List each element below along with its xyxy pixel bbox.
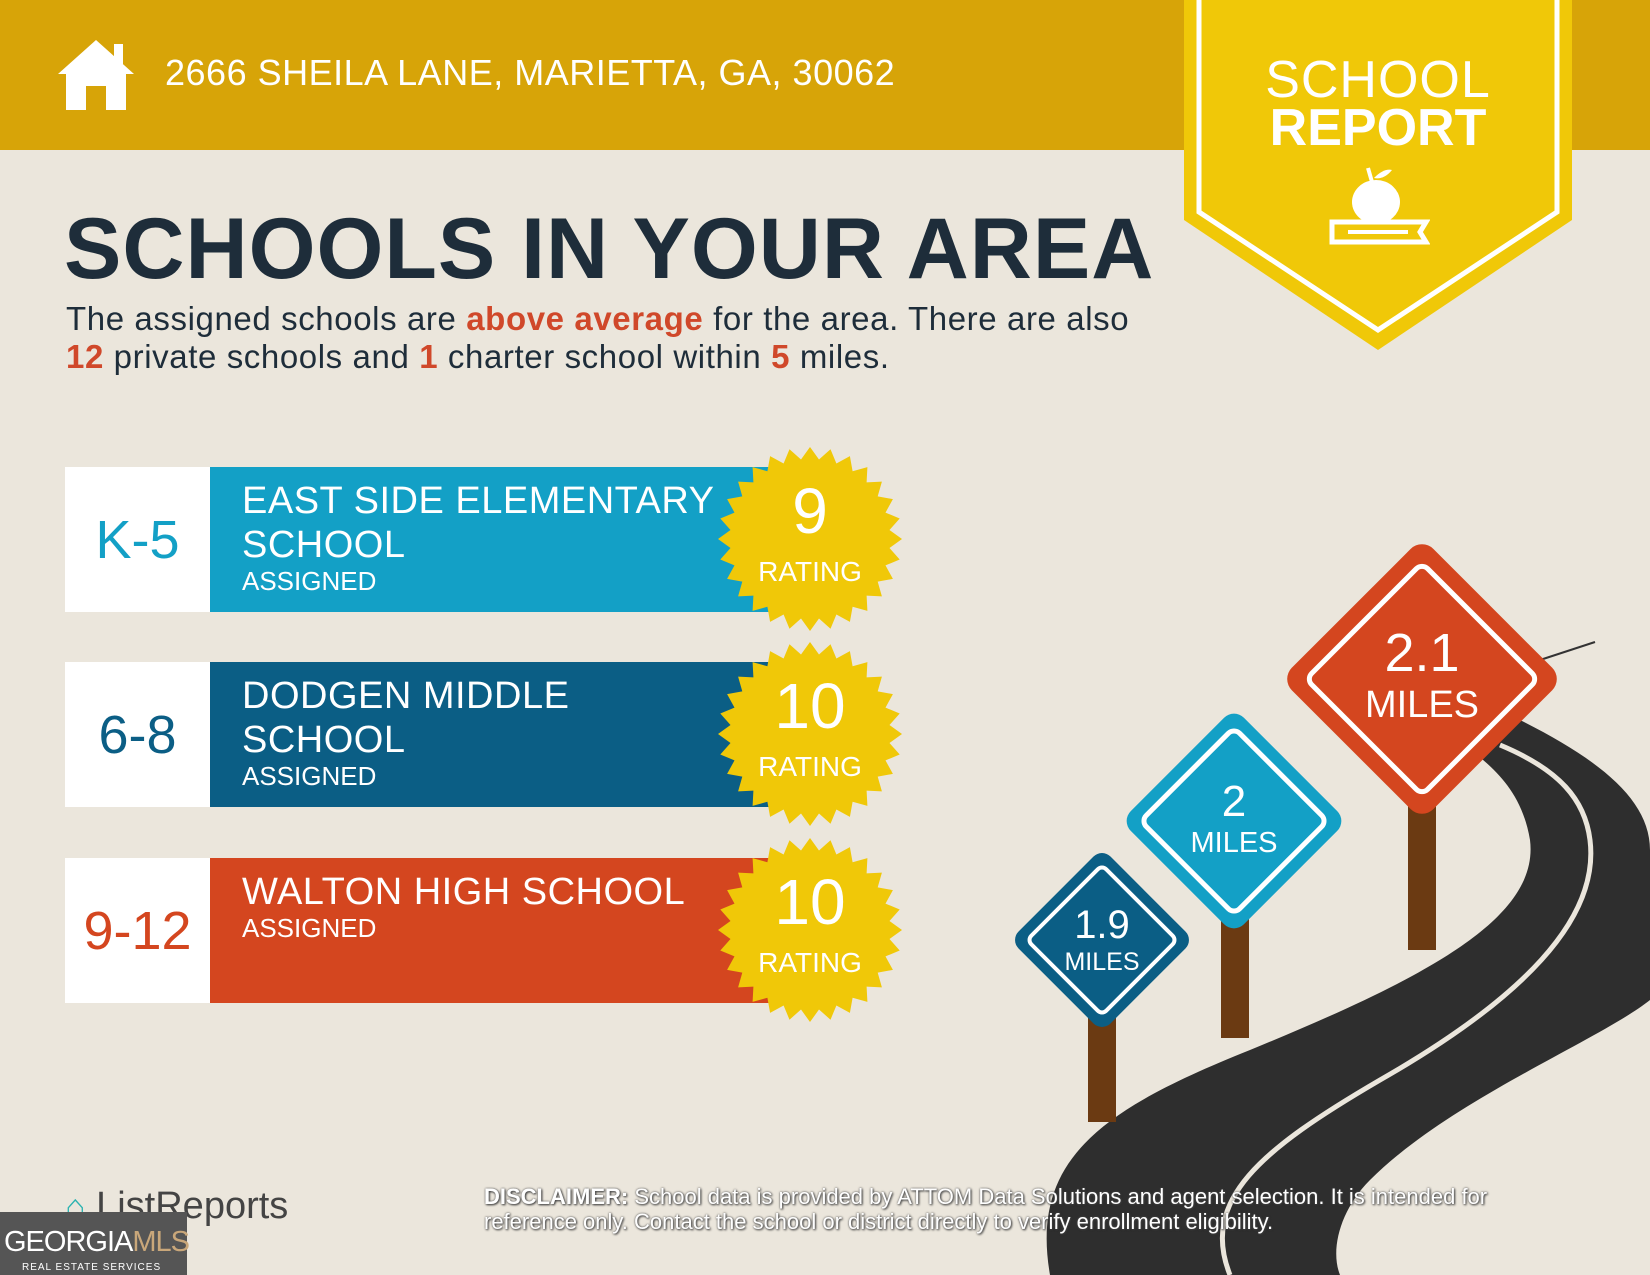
rating-seal: 10 RATING — [715, 835, 905, 1025]
school-status: ASSIGNED — [242, 761, 377, 791]
rating-label: RATING — [758, 947, 862, 978]
apple-on-book-icon — [1329, 167, 1430, 245]
rating-label: RATING — [758, 556, 862, 587]
property-address: 2666 SHEILA LANE, MARIETTA, GA, 30062 — [165, 52, 896, 93]
distance-unit: MILES — [1190, 827, 1278, 859]
distance-value: 2.1 — [1384, 623, 1460, 683]
sign-1-9-miles — [1015, 853, 1189, 1027]
sign-post — [1221, 910, 1249, 1038]
school-name: WALTON HIGH SCHOOL — [242, 871, 686, 913]
summary-part: The assigned schools are — [66, 300, 467, 337]
badge-title-line2: REPORT — [1269, 99, 1487, 157]
radius-miles: 5 — [771, 338, 791, 375]
summary-part: miles. — [790, 338, 890, 375]
house-icon — [58, 40, 134, 110]
school-status: ASSIGNED — [242, 566, 377, 596]
summary-part: charter school within — [438, 338, 772, 375]
sign-distance: 2.1 MILES — [1342, 622, 1502, 727]
sign-post — [1088, 1010, 1116, 1122]
mls-subtext: REAL ESTATE SERVICES — [22, 1262, 162, 1273]
summary-part: private schools and — [103, 338, 420, 375]
school-name-line2: SCHOOL — [242, 524, 406, 566]
distance-value: 2 — [1221, 777, 1247, 826]
rating-value: 10 — [774, 866, 846, 938]
summary-text: The assigned schools are above average f… — [66, 300, 1146, 376]
school-row: 6-8 DODGEN MIDDLE SCHOOL ASSIGNED — [65, 662, 775, 807]
school-info: WALTON HIGH SCHOOL ASSIGNED — [210, 858, 775, 1003]
distance-value: 1.9 — [1074, 903, 1130, 947]
school-status: ASSIGNED — [242, 913, 377, 943]
rating-seal: 10 RATING — [715, 639, 905, 829]
seal-shape — [718, 838, 902, 1022]
summary-part: for the area. There are also — [703, 300, 1130, 337]
distance-unit: MILES — [1064, 948, 1140, 976]
distance-unit: MILES — [1364, 684, 1480, 726]
grade-range: 6-8 — [65, 662, 210, 807]
page-title: SCHOOLS IN YOUR AREA — [64, 201, 1155, 297]
rating-label: RATING — [758, 751, 862, 782]
school-name-line2: SCHOOL — [242, 719, 406, 761]
school-info: EAST SIDE ELEMENTARY SCHOOL ASSIGNED — [210, 467, 775, 612]
grade-range: 9-12 — [65, 858, 210, 1003]
sign-distance: 1.9 MILES — [1042, 903, 1162, 977]
seal-shape — [718, 447, 902, 631]
badge-title-line1: SCHOOL — [1265, 51, 1491, 109]
seal-icon — [718, 447, 902, 631]
school-name: EAST SIDE ELEMENTARY — [242, 480, 715, 522]
sign-2-miles — [1126, 713, 1342, 929]
disclaimer-text: School data is provided by ATTOM Data So… — [484, 1184, 1488, 1234]
summary-highlight: above average — [466, 300, 704, 337]
seal-icon — [718, 642, 902, 826]
school-info: DODGEN MIDDLE SCHOOL ASSIGNED — [210, 662, 775, 807]
rating-value: 10 — [774, 670, 846, 742]
road — [1046, 720, 1650, 1275]
private-school-count: 12 — [66, 338, 104, 375]
mls-text: GEORGIA — [4, 1226, 133, 1258]
rating-value: 9 — [792, 475, 828, 547]
georgia-mls-logo: GEORGIAMLS REAL ESTATE SERVICES — [0, 1212, 190, 1275]
sign-distance: 2 MILES — [1164, 777, 1304, 860]
school-row: 9-12 WALTON HIGH SCHOOL ASSIGNED — [65, 858, 775, 1003]
rating-seal: 9 RATING — [715, 444, 905, 634]
school-row: K-5 EAST SIDE ELEMENTARY SCHOOL ASSIGNED — [65, 467, 775, 612]
seal-shape — [718, 642, 902, 826]
disclaimer: DISCLAIMER: School data is provided by A… — [484, 1184, 1564, 1234]
mls-text: MLS — [132, 1226, 190, 1258]
seal-icon — [718, 838, 902, 1022]
sign-2-1-miles — [1287, 544, 1557, 814]
charter-school-count: 1 — [419, 338, 439, 375]
sign-post — [1408, 800, 1436, 950]
grade-range: K-5 — [65, 467, 210, 612]
school-name: DODGEN MIDDLE — [242, 675, 570, 717]
road-line — [1219, 742, 1594, 1275]
disclaimer-label: DISCLAIMER: — [484, 1184, 629, 1209]
